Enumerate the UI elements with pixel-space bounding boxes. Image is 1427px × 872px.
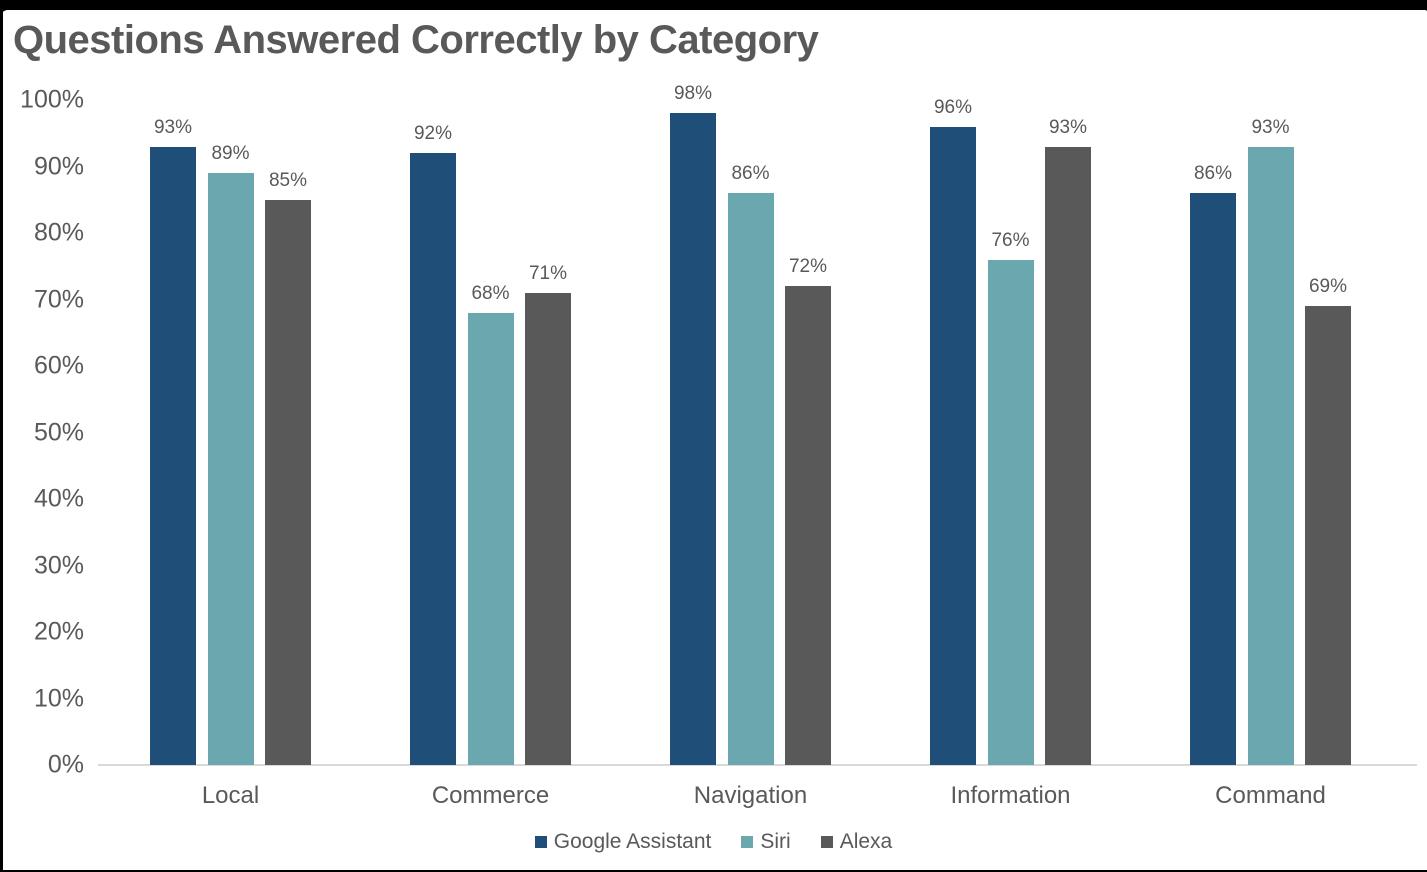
- legend-label: Alexa: [839, 830, 893, 853]
- y-axis-tick-label: 40%: [33, 484, 84, 513]
- bar-siri-commerce: 68%: [467, 283, 514, 765]
- legend-item-siri: Siri: [741, 830, 791, 854]
- bar-value-label: 93%: [1251, 116, 1290, 138]
- bar-siri-information: 76%: [987, 230, 1034, 765]
- bar-siri-navigation: 86%: [727, 163, 774, 765]
- x-axis-category-label: Local: [201, 782, 260, 809]
- bar-google-assistant-commerce: 92%: [410, 123, 456, 765]
- bar-value-label: 86%: [1193, 163, 1233, 185]
- legend-swatch-icon: [741, 836, 754, 848]
- chart-title: Questions Answered Correctly by Category: [13, 18, 819, 62]
- x-axis-category-label: Command: [1215, 782, 1326, 809]
- x-axis-category-label: Navigation: [693, 782, 808, 809]
- x-axis-line: [98, 764, 1417, 766]
- bar-value-label: 68%: [471, 282, 510, 304]
- bar-value-label: 76%: [991, 229, 1030, 251]
- bar-value-label: 69%: [1308, 276, 1348, 298]
- y-axis-tick-label: 100%: [20, 85, 84, 114]
- bar-value-label: 85%: [268, 169, 308, 191]
- legend-item-google-assistant: Google Assistant: [534, 830, 712, 854]
- legend-label: Google Assistant: [553, 830, 712, 853]
- bar-alexa-local: 85%: [265, 170, 311, 765]
- bar-value-label: 98%: [673, 83, 713, 105]
- bar-value-label: 86%: [731, 163, 770, 185]
- legend-item-alexa: Alexa: [820, 830, 893, 854]
- bar-alexa-commerce: 71%: [525, 263, 571, 765]
- y-axis-tick-label: 90%: [33, 152, 84, 180]
- bar-google-assistant-command: 86%: [1190, 163, 1236, 765]
- bar-alexa-navigation: 72%: [785, 256, 831, 765]
- bar-value-label: 89%: [211, 143, 250, 165]
- y-axis-tick-label: 20%: [33, 617, 84, 646]
- plot-area: 93% 89% 85% 92% 68% 71% 98% 86% 72% 96% 76% 93% 86% 9…: [0, 83, 1427, 765]
- bar-alexa-information: 93%: [1045, 117, 1091, 765]
- x-axis-category-label: Information: [950, 782, 1071, 809]
- bar-siri-local: 89%: [207, 143, 254, 765]
- bar-google-assistant-navigation: 98%: [670, 83, 716, 765]
- y-axis-tick-label: 0%: [47, 750, 84, 779]
- bar-google-assistant-information: 96%: [930, 97, 976, 765]
- window-frame-bottom-edge: [0, 870, 262, 872]
- bar-value-label: 71%: [528, 262, 568, 284]
- y-axis-tick-label: 30%: [33, 551, 84, 579]
- bar-value-label: 93%: [153, 116, 193, 138]
- y-axis-tick-label: 80%: [33, 218, 84, 247]
- chart-canvas: Questions Answered Correctly by Category…: [0, 10, 1427, 870]
- y-axis-tick-label: 60%: [33, 351, 84, 380]
- legend: Google Assistant Siri Alexa: [0, 829, 1427, 855]
- bar-value-label: 96%: [933, 96, 973, 118]
- x-axis-category-label: Commerce: [431, 782, 550, 809]
- bar-google-assistant-local: 93%: [150, 117, 196, 765]
- legend-swatch-icon: [820, 836, 833, 848]
- bar-siri-command: 93%: [1247, 117, 1294, 765]
- bar-value-label: 72%: [788, 256, 828, 278]
- y-axis-tick-label: 10%: [33, 684, 84, 712]
- window-frame-left-edge: [0, 6, 3, 872]
- legend-swatch-icon: [534, 836, 547, 848]
- legend-label: Siri: [760, 830, 791, 853]
- y-axis-tick-label: 50%: [33, 418, 84, 446]
- bar-value-label: 92%: [413, 123, 453, 145]
- bar-alexa-command: 69%: [1305, 276, 1351, 765]
- bar-value-label: 93%: [1048, 116, 1088, 138]
- y-axis-tick-label: 70%: [33, 285, 84, 313]
